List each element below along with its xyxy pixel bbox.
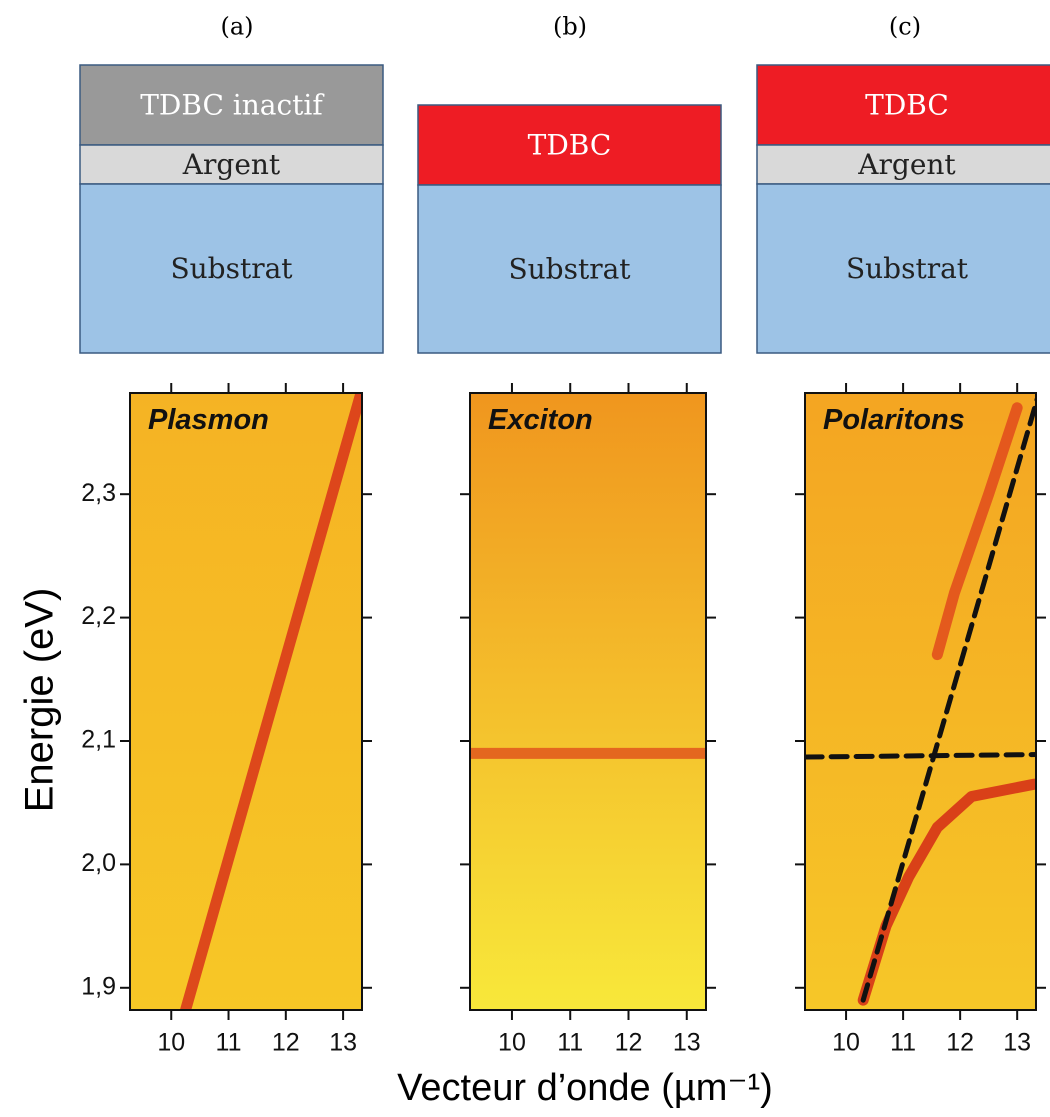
layer-label: Substrat <box>170 252 293 285</box>
layer <box>756 183 1050 354</box>
panel-label: (c) <box>889 13 921 41</box>
heatmap-background <box>805 393 1036 1010</box>
x-tick-label: 12 <box>615 1029 643 1057</box>
y-tick-label: 2,2 <box>81 602 116 630</box>
plot-frame <box>129 392 363 1011</box>
layer-label: Argent <box>182 148 281 181</box>
layer <box>79 144 384 185</box>
x-tick-label: 13 <box>329 1029 357 1057</box>
y-tick-label: 1,9 <box>81 972 116 1000</box>
layer-label: Substrat <box>508 253 631 286</box>
dashed-line <box>805 752 1036 760</box>
y-tick-label: 2,1 <box>81 726 116 754</box>
x-tick-label: 11 <box>557 1029 583 1057</box>
x-tick-label: 11 <box>890 1029 916 1057</box>
panel-title: Polaritons <box>823 404 965 436</box>
plot-frame <box>469 392 707 1011</box>
heatmap-background <box>470 393 706 1010</box>
x-tick-label: 12 <box>272 1029 300 1057</box>
x-tick-label: 10 <box>832 1029 860 1057</box>
plot-frame <box>804 392 1037 1011</box>
dispersion-band <box>931 402 1023 661</box>
dashed-line <box>860 394 1036 1003</box>
layer <box>756 64 1050 146</box>
panel-label: (a) <box>220 13 253 41</box>
heatmap-background <box>130 393 362 1010</box>
x-tick-label: 13 <box>1003 1029 1031 1057</box>
plot-area <box>180 393 362 1010</box>
plot-area <box>805 394 1036 1006</box>
dispersion-band <box>180 393 362 1010</box>
layer-label: Substrat <box>846 252 969 285</box>
layer <box>79 183 384 354</box>
x-axis-label: Vecteur d’onde (µm⁻¹) <box>397 1067 773 1109</box>
layer-label: Argent <box>857 148 956 181</box>
panel-title: Plasmon <box>148 404 269 436</box>
panel-title: Exciton <box>488 404 593 436</box>
layer-label: TDBC <box>528 129 612 162</box>
y-tick-label: 2,3 <box>81 479 116 507</box>
x-tick-label: 10 <box>498 1029 526 1057</box>
layer <box>417 104 722 186</box>
x-tick-label: 13 <box>673 1029 701 1057</box>
layer <box>417 184 722 354</box>
y-tick-label: 2,0 <box>81 849 116 877</box>
layer-label: TDBC <box>865 89 949 122</box>
layer <box>79 64 384 146</box>
panel-label: (b) <box>553 13 587 41</box>
x-tick-label: 10 <box>157 1029 185 1057</box>
layer-label: TDBC inactif <box>140 89 325 122</box>
y-axis-label: Energie (eV) <box>18 588 62 813</box>
x-tick-label: 11 <box>216 1029 242 1057</box>
x-tick-label: 12 <box>946 1029 974 1057</box>
